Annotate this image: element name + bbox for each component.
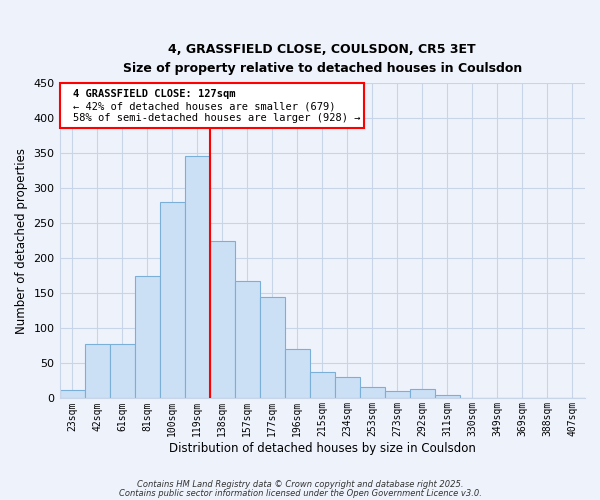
- Bar: [385, 390, 410, 398]
- Bar: [410, 390, 435, 398]
- Bar: [110, 344, 134, 398]
- Bar: [235, 280, 260, 398]
- Text: 58% of semi-detached houses are larger (928) →: 58% of semi-detached houses are larger (…: [73, 113, 360, 123]
- Bar: [285, 350, 310, 399]
- Bar: [185, 156, 209, 398]
- Text: Contains public sector information licensed under the Open Government Licence v3: Contains public sector information licen…: [119, 488, 481, 498]
- Bar: [260, 296, 285, 398]
- Bar: [85, 344, 110, 398]
- Text: ← 42% of detached houses are smaller (679): ← 42% of detached houses are smaller (67…: [73, 102, 335, 112]
- Bar: [335, 378, 360, 398]
- Bar: [134, 276, 160, 398]
- Title: 4, GRASSFIELD CLOSE, COULSDON, CR5 3ET
Size of property relative to detached hou: 4, GRASSFIELD CLOSE, COULSDON, CR5 3ET S…: [122, 42, 522, 74]
- Bar: [209, 240, 235, 398]
- Text: Contains HM Land Registry data © Crown copyright and database right 2025.: Contains HM Land Registry data © Crown c…: [137, 480, 463, 489]
- FancyBboxPatch shape: [59, 82, 364, 128]
- Bar: [160, 202, 185, 398]
- Bar: [360, 387, 385, 398]
- Bar: [435, 395, 460, 398]
- Y-axis label: Number of detached properties: Number of detached properties: [15, 148, 28, 334]
- Bar: [59, 390, 85, 398]
- Bar: [310, 372, 335, 398]
- Text: 4 GRASSFIELD CLOSE: 127sqm: 4 GRASSFIELD CLOSE: 127sqm: [73, 90, 235, 100]
- X-axis label: Distribution of detached houses by size in Coulsdon: Distribution of detached houses by size …: [169, 442, 476, 455]
